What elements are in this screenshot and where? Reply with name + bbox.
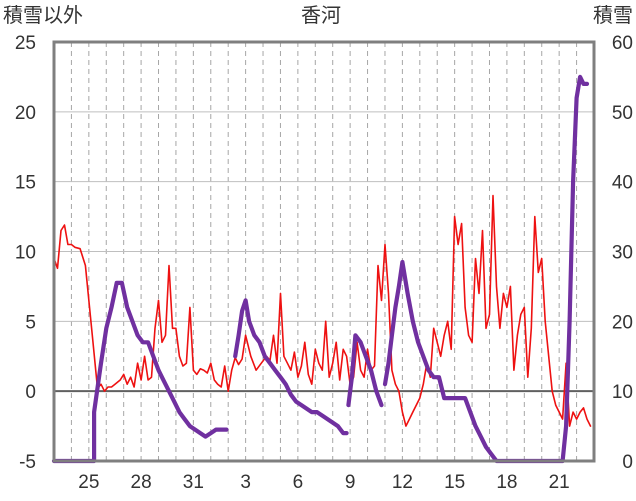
left-tick-label: 25 — [15, 33, 36, 54]
x-tick-label: 3 — [240, 472, 251, 493]
x-tick-label: 25 — [78, 472, 99, 493]
snow-depth-line-1 — [233, 298, 349, 436]
non-snow-line-0 — [53, 194, 592, 427]
horizontal-gridlines — [54, 111, 594, 322]
x-tick-label: 9 — [345, 472, 356, 493]
right-tick-label: 0 — [622, 452, 633, 473]
left-tick-label: 0 — [25, 382, 36, 403]
right-tick-label: 20 — [612, 312, 633, 333]
right-tick-label: 40 — [612, 173, 633, 194]
snow-depth-line-3 — [382, 74, 590, 464]
x-tick-label: 21 — [549, 472, 570, 493]
chart-title: 香河 — [301, 4, 341, 27]
x-tick-label: 12 — [392, 472, 413, 493]
plot-frame — [52, 40, 596, 463]
snow-depth-line-2 — [346, 333, 384, 408]
right-tick-label: 60 — [612, 33, 633, 54]
left-tick-label: 20 — [15, 103, 36, 124]
right-axis-label: 積雪 — [593, 4, 633, 27]
right-tick-label: 50 — [612, 103, 633, 124]
x-tick-label: 31 — [183, 472, 204, 493]
right-tick-label: 10 — [612, 382, 633, 403]
right-tick-label: 30 — [612, 243, 633, 264]
left-tick-label: -5 — [19, 452, 36, 473]
x-tick-label: 6 — [293, 472, 304, 493]
left-tick-label: 5 — [25, 312, 36, 333]
snow-depth-line-0 — [51, 280, 229, 464]
left-tick-label: 10 — [15, 243, 36, 264]
left-axis-label: 積雪以外 — [3, 4, 83, 27]
x-axis-ticks: 25 28 31 3 6 9 12 15 18 21 — [78, 472, 569, 493]
x-tick-label: 15 — [444, 472, 465, 493]
right-axis-ticks: 60 50 40 30 20 10 0 — [612, 33, 633, 473]
left-tick-label: 15 — [15, 173, 36, 194]
x-tick-label: 18 — [496, 472, 517, 493]
left-axis-ticks: 25 20 15 10 5 0 -5 — [15, 33, 36, 473]
x-tick-label: 28 — [131, 472, 152, 493]
series-layer — [51, 74, 592, 464]
